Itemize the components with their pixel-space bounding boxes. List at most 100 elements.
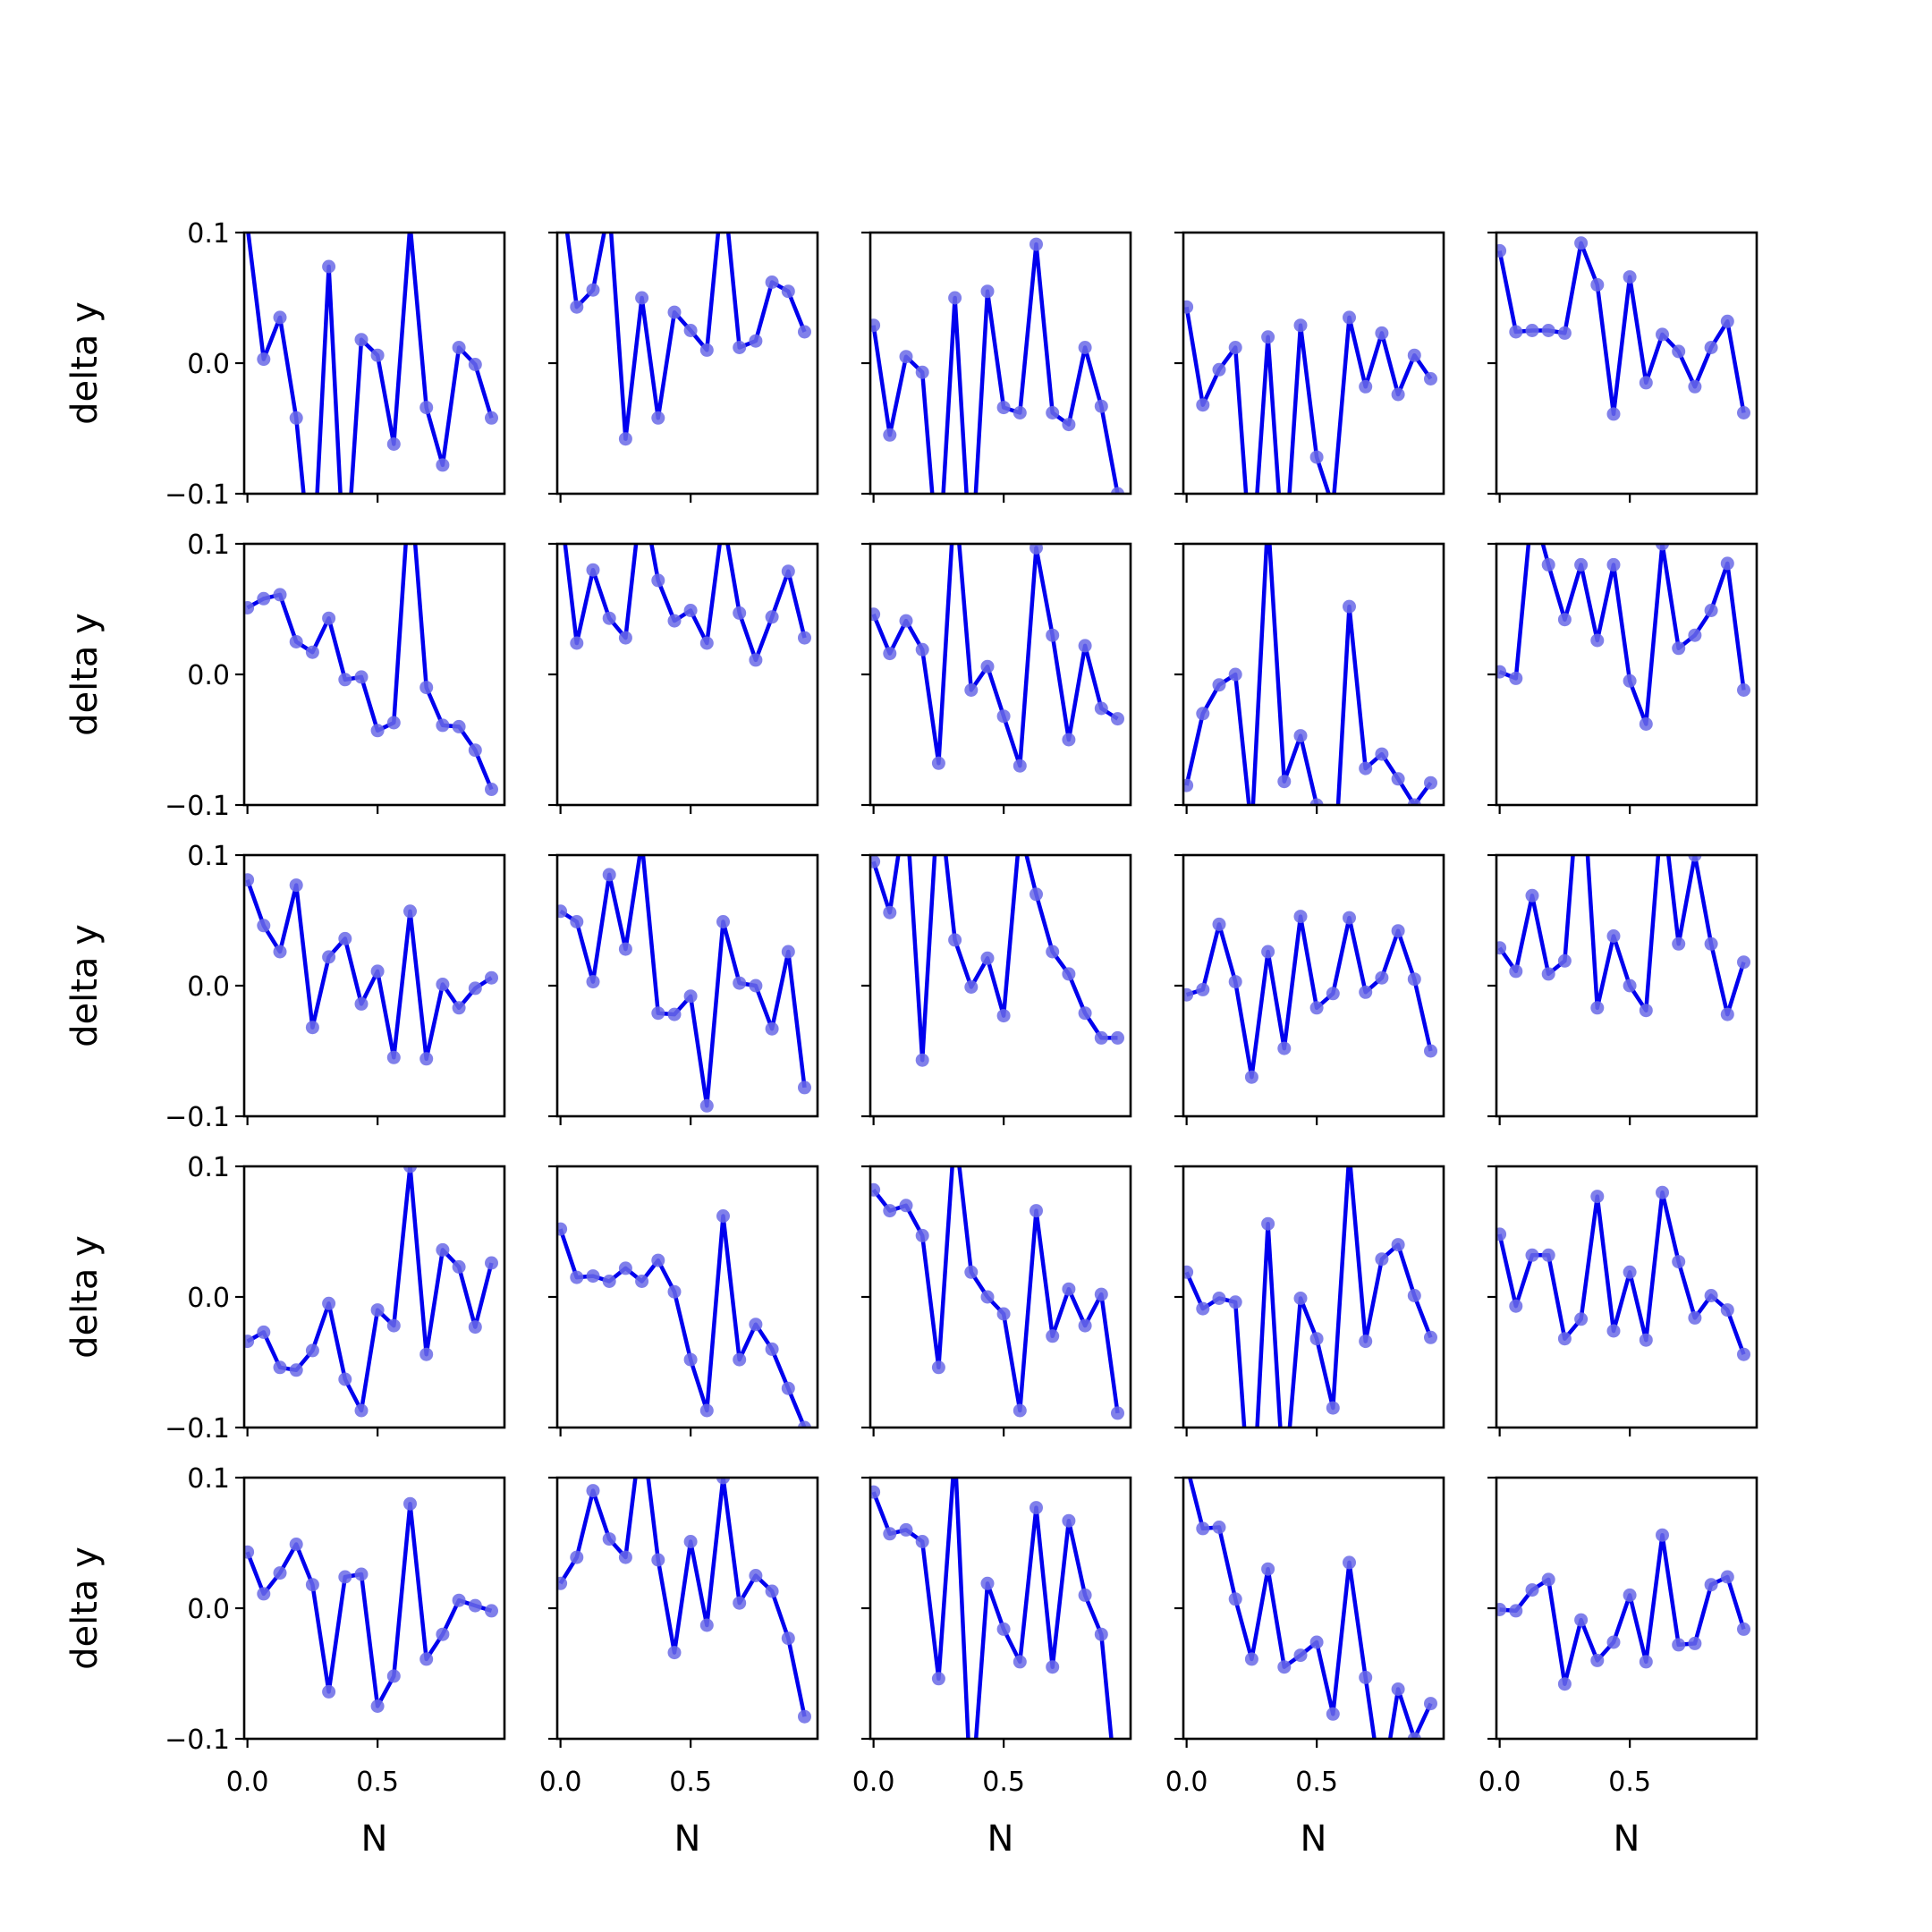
series-line — [871, 855, 1118, 1063]
data-point — [1375, 1252, 1389, 1267]
data-point — [1326, 890, 1340, 903]
data-point — [980, 1576, 995, 1590]
data-point — [338, 1372, 352, 1386]
data-point — [733, 341, 747, 354]
data-point — [305, 1343, 319, 1358]
data-point — [667, 1007, 682, 1021]
data-point — [338, 1570, 352, 1584]
data-point — [1496, 1603, 1507, 1616]
data-point — [1407, 798, 1421, 805]
data-point — [370, 1303, 385, 1318]
data-point — [419, 1347, 434, 1361]
data-point — [1424, 775, 1437, 790]
data-point — [386, 1669, 401, 1683]
data-point — [468, 1598, 482, 1613]
data-point — [1196, 707, 1210, 721]
data-point — [1277, 1041, 1292, 1055]
subplot-3-2 — [548, 853, 819, 1125]
plot-area — [557, 1209, 811, 1428]
data-point — [900, 796, 913, 809]
data-point — [1375, 970, 1389, 985]
data-point — [1359, 379, 1373, 394]
data-point — [1704, 1578, 1718, 1592]
data-point — [305, 1021, 319, 1035]
data-point — [257, 919, 271, 933]
y-tick-label: 0.1 — [187, 1152, 230, 1183]
data-point — [765, 610, 779, 624]
data-point — [948, 291, 962, 305]
data-point — [883, 1527, 897, 1541]
data-point — [468, 1320, 482, 1335]
data-point — [306, 579, 319, 592]
axes-frame — [869, 231, 1132, 496]
data-point — [1525, 888, 1539, 902]
data-point — [883, 905, 897, 919]
data-point — [980, 951, 995, 965]
data-point — [1639, 1004, 1653, 1018]
data-point — [996, 401, 1011, 415]
data-point — [1737, 1622, 1750, 1636]
data-point — [1343, 911, 1356, 925]
data-point — [419, 1652, 434, 1666]
subplot-3-1: −0.1 0.0 0.1 delta y — [64, 841, 506, 1133]
data-point — [931, 756, 945, 770]
data-point — [883, 647, 897, 661]
data-point — [618, 432, 632, 446]
data-point — [1509, 325, 1523, 339]
data-point — [354, 670, 369, 684]
data-point — [1574, 236, 1589, 250]
data-point — [733, 1596, 747, 1610]
data-point — [1557, 953, 1572, 968]
data-point — [1574, 744, 1588, 758]
data-point — [915, 365, 929, 379]
data-point — [1541, 324, 1555, 337]
data-point — [1391, 924, 1405, 938]
data-point — [883, 428, 897, 442]
plot-area — [1183, 544, 1437, 903]
data-point — [915, 1535, 929, 1548]
data-point — [733, 606, 747, 620]
data-point — [870, 855, 881, 869]
data-point — [322, 611, 336, 625]
data-point — [980, 1290, 995, 1304]
y-tick-label: −0.1 — [165, 1724, 230, 1756]
y-tick-label: 0.1 — [187, 1463, 230, 1495]
data-point — [1704, 604, 1718, 617]
data-point — [1672, 1638, 1686, 1652]
series-line — [1499, 1532, 1746, 1686]
data-point — [1606, 929, 1621, 943]
data-point — [1720, 1570, 1734, 1584]
data-point — [1228, 1295, 1242, 1309]
data-point — [1030, 887, 1043, 902]
data-point — [1326, 1401, 1340, 1415]
x-axis-label: N — [987, 1818, 1014, 1860]
subplot-1-3 — [861, 231, 1132, 503]
plot-area — [1187, 1478, 1437, 1739]
y-tick-label: 0.0 — [187, 660, 230, 691]
data-point — [635, 291, 649, 305]
subplot-5-3: 0.0 0.5 N — [852, 1476, 1132, 1860]
data-point — [667, 1646, 682, 1660]
data-point — [1309, 450, 1324, 464]
data-point — [996, 1307, 1011, 1321]
series-line — [871, 1166, 1120, 1414]
y-tick-label: −0.1 — [165, 791, 230, 822]
data-point — [1293, 1648, 1308, 1663]
data-point — [403, 1496, 417, 1511]
data-point — [1046, 1660, 1060, 1674]
data-point — [1062, 418, 1076, 432]
data-point — [1078, 1318, 1092, 1333]
data-point — [667, 1284, 682, 1299]
plot-area — [1183, 300, 1437, 494]
data-point — [1509, 1604, 1523, 1618]
data-point — [468, 743, 482, 758]
plot-area — [557, 855, 811, 1113]
data-point — [1639, 1655, 1653, 1669]
data-point — [1623, 674, 1637, 688]
data-point — [1541, 1572, 1555, 1587]
y-axis-label: delta y — [64, 613, 106, 736]
plot-area — [244, 873, 498, 1066]
data-point — [1183, 300, 1194, 314]
data-point — [1656, 1528, 1669, 1542]
